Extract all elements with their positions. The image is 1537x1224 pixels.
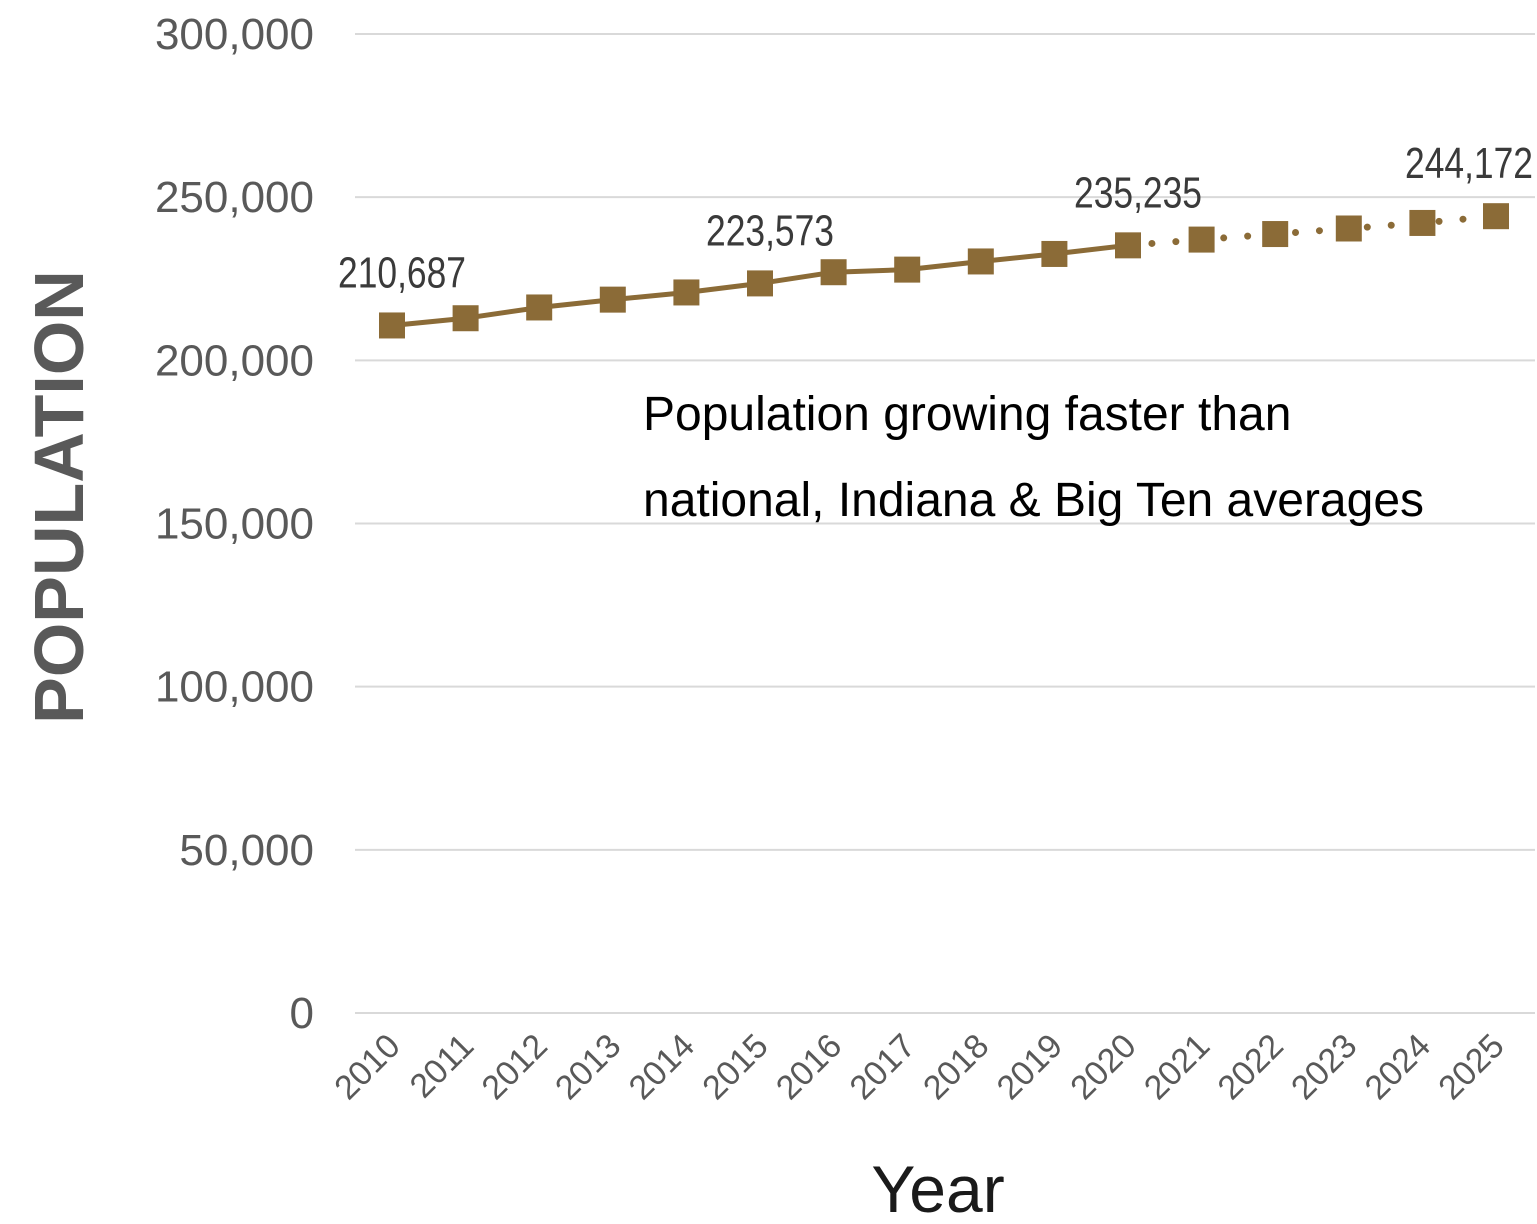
y-tick-label: 300,000 (155, 10, 314, 59)
x-tick-label: 2014 (622, 1027, 702, 1107)
data-point-2013 (599, 286, 626, 313)
data-point-2017 (894, 256, 921, 283)
data-point-2016 (820, 259, 847, 286)
y-tick-label: 0 (290, 989, 314, 1038)
x-tick-label: 2023 (1284, 1027, 1364, 1107)
data-labels: 210,687 223,573 235,235 244,172 (338, 139, 1533, 297)
annotation-line-1: Population growing faster than (643, 388, 1291, 441)
y-tick-label: 150,000 (155, 500, 314, 549)
x-tick-label: 2024 (1358, 1027, 1438, 1107)
y-axis-ticks: 0 50,000 100,000 150,000 200,000 250,000 300,0… (155, 10, 314, 1038)
y-tick-label: 100,000 (155, 663, 314, 712)
x-tick-label: 2021 (1137, 1027, 1217, 1107)
data-label-2010: 210,687 (338, 248, 466, 297)
x-tick-label: 2018 (916, 1027, 996, 1107)
x-tick-label: 2016 (769, 1027, 849, 1107)
data-point-2019 (1041, 240, 1068, 267)
data-point-2021 (1188, 226, 1215, 253)
x-tick-label: 2011 (403, 1027, 482, 1106)
y-tick-label: 200,000 (155, 336, 314, 385)
data-point-2022 (1262, 221, 1289, 248)
data-point-2010 (379, 312, 405, 339)
population-series (379, 203, 1509, 339)
x-tick-label: 2012 (475, 1027, 555, 1107)
gridlines (355, 33, 1535, 1014)
data-point-2015 (747, 270, 773, 297)
data-point-2018 (967, 248, 994, 275)
data-point-2024 (1409, 209, 1436, 236)
x-tick-label: 2015 (695, 1027, 775, 1107)
x-tick-label: 2010 (327, 1027, 407, 1107)
annotation-line-2: national, Indiana & Big Ten averages (643, 474, 1424, 527)
data-point-2023 (1335, 215, 1362, 242)
data-point-2025 (1483, 203, 1509, 230)
series-line-projected (1124, 212, 1500, 249)
x-tick-label: 2017 (843, 1027, 923, 1107)
data-label-2015: 223,573 (706, 206, 834, 255)
data-label-2020: 235,235 (1074, 168, 1202, 217)
y-tick-label: 50,000 (179, 826, 314, 875)
x-tick-label: 2019 (990, 1027, 1070, 1107)
data-point-2020 (1115, 232, 1141, 259)
x-tick-label: 2022 (1211, 1027, 1291, 1107)
y-axis-label: POPULATION (20, 270, 98, 724)
data-point-2014 (673, 279, 700, 306)
x-tick-label: 2025 (1431, 1027, 1511, 1107)
data-point-2011 (452, 305, 479, 332)
x-tick-label: 2020 (1063, 1027, 1143, 1107)
y-tick-label: 250,000 (155, 173, 314, 222)
x-tick-label: 2013 (548, 1027, 628, 1107)
data-label-2025: 244,172 (1405, 139, 1533, 188)
data-point-2012 (526, 294, 553, 321)
x-axis-label: Year (871, 1152, 1004, 1224)
x-axis-ticks: 2010201120122013201420152016201720182019… (327, 1027, 1511, 1107)
